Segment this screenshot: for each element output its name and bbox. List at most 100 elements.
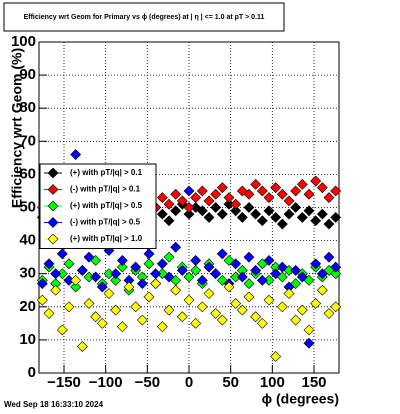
y-tick-label: 80 [19, 99, 36, 116]
x-tick-label: −150 [47, 374, 81, 391]
legend-marker [47, 217, 59, 228]
data-point [236, 271, 248, 283]
data-point [190, 264, 202, 276]
y-tick-label: 0 [28, 364, 36, 381]
data-point [183, 294, 195, 306]
y-tick-label: 100 [11, 33, 36, 50]
data-point [296, 271, 308, 283]
data-point [76, 341, 88, 352]
data-point [123, 281, 135, 293]
data-point [323, 307, 335, 319]
data-point [116, 321, 128, 333]
data-point [216, 182, 228, 194]
data-point [210, 188, 222, 200]
y-tick-label: 20 [19, 298, 36, 315]
data-point [83, 298, 95, 309]
data-point [143, 258, 155, 270]
data-point [136, 314, 148, 326]
data-point [296, 304, 308, 316]
data-point [196, 274, 208, 286]
data-point [170, 188, 182, 200]
data-point [236, 304, 248, 316]
title-box [3, 2, 285, 32]
data-point [230, 258, 242, 270]
data-point [110, 274, 122, 286]
data-point [110, 268, 122, 280]
data-point [330, 268, 342, 280]
data-point [183, 202, 195, 213]
data-point [250, 264, 262, 276]
data-point [256, 274, 268, 286]
data-point [203, 288, 215, 299]
data-point [116, 255, 128, 266]
data-point [183, 185, 195, 197]
data-point [316, 182, 328, 194]
data-point [250, 208, 262, 220]
data-point [310, 215, 322, 227]
data-point [316, 208, 328, 220]
y-tick-label: 50 [19, 198, 36, 215]
data-point [256, 215, 268, 227]
data-point [290, 314, 302, 326]
data-point [323, 192, 335, 203]
data-point [183, 208, 195, 220]
data-point [63, 301, 75, 313]
data-point [243, 291, 255, 303]
data-point [236, 212, 248, 223]
data-point [223, 192, 235, 203]
y-tick-label: 90 [19, 66, 36, 83]
data-point [156, 321, 168, 333]
data-point [83, 251, 95, 263]
data-point [230, 298, 242, 309]
legend-label: (-) with pT/|q| > 0.1 [70, 185, 141, 194]
data-point [216, 248, 228, 260]
x-tick-label: 150 [301, 374, 326, 391]
data-point [196, 185, 208, 197]
data-point [156, 192, 168, 203]
data-point [256, 317, 268, 329]
data-point [70, 281, 82, 293]
data-point [36, 294, 48, 306]
data-point [250, 311, 262, 323]
data-point [270, 351, 282, 362]
data-point [250, 178, 262, 190]
data-point [143, 248, 155, 260]
data-point [330, 261, 342, 273]
data-point [216, 314, 228, 326]
data-point [196, 301, 208, 313]
data-point [330, 185, 342, 197]
data-point [150, 278, 162, 290]
data-point [163, 215, 175, 227]
legend-label: (+) with pT/|q| > 0.1 [70, 168, 143, 177]
data-point [203, 195, 215, 207]
y-axis-label: Efficiency wrt Geom (%) [9, 48, 25, 208]
chart-title: Efficiency wrt Geom for Primary vs ϕ (de… [24, 14, 265, 21]
legend-label: (+) with pT/|q| > 0.5 [70, 201, 143, 210]
x-tick-label: 0 [185, 374, 193, 391]
x-tick-label: 100 [260, 374, 285, 391]
data-point [170, 284, 182, 296]
data-point [176, 311, 188, 323]
data-point [283, 195, 295, 207]
data-point [163, 198, 175, 210]
data-point [256, 185, 268, 197]
data-point [270, 268, 282, 280]
data-point [143, 291, 155, 303]
data-point [136, 278, 148, 290]
data-point [210, 307, 222, 319]
legend-label: (-) with pT/|q| > 0.5 [70, 218, 141, 227]
data-point [176, 195, 188, 207]
data-point [156, 208, 168, 220]
x-tick-label: 50 [222, 374, 239, 391]
data-point [203, 212, 215, 223]
y-tick-label: 10 [19, 331, 36, 348]
data-point [170, 241, 182, 253]
data-point [230, 198, 242, 210]
data-point [156, 258, 168, 270]
data-point [163, 251, 175, 263]
x-tick-label: −100 [89, 374, 123, 391]
data-point [210, 268, 222, 280]
data-point [270, 212, 282, 223]
data-point [296, 178, 308, 190]
